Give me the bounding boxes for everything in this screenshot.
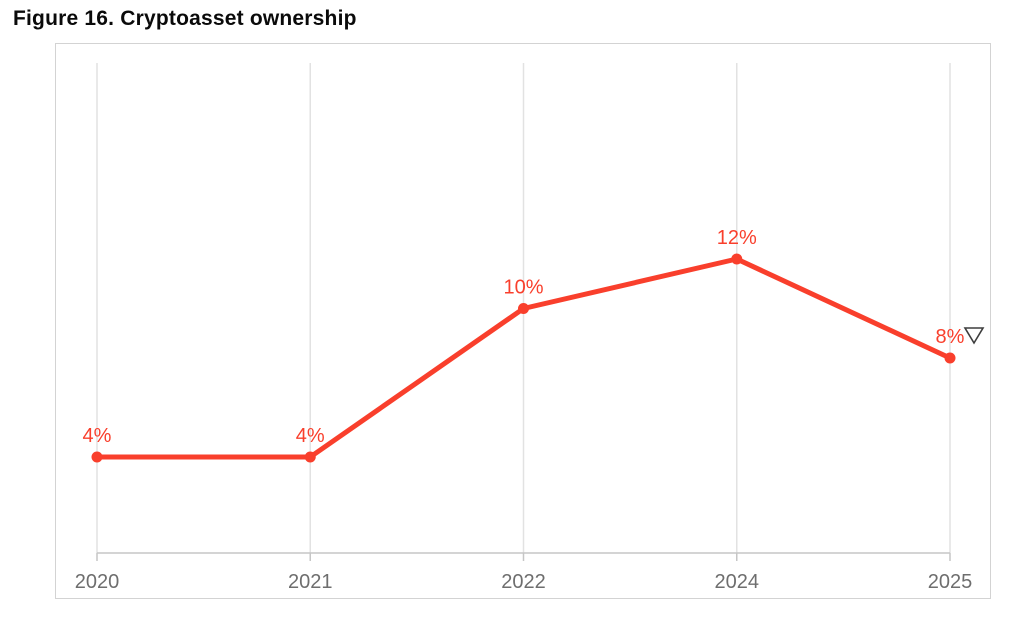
data-point xyxy=(944,352,956,364)
point-label: 4% xyxy=(296,425,325,447)
line-chart: 2020 2021 2022 2024 2025 4% 4% 10% 12% 8% xyxy=(75,63,985,593)
data-point xyxy=(731,253,743,265)
x-axis-label: 2025 xyxy=(928,571,973,593)
point-label: 4% xyxy=(83,425,112,447)
x-axis-label: 2020 xyxy=(75,571,120,593)
data-point xyxy=(91,451,103,463)
figure-title: Figure 16. Cryptoasset ownership xyxy=(13,7,357,30)
decrease-triangle-icon xyxy=(963,327,985,345)
chart-frame: 2020 2021 2022 2024 2025 4% 4% 10% 12% 8% xyxy=(55,43,991,599)
point-label: 12% xyxy=(717,227,757,249)
data-point xyxy=(518,303,529,314)
data-point xyxy=(304,451,316,463)
point-label: 8% xyxy=(936,326,965,348)
x-axis-label: 2024 xyxy=(715,571,760,593)
point-label: 10% xyxy=(503,277,543,299)
x-axis-label: 2022 xyxy=(501,571,546,593)
x-axis-label: 2021 xyxy=(288,571,333,593)
